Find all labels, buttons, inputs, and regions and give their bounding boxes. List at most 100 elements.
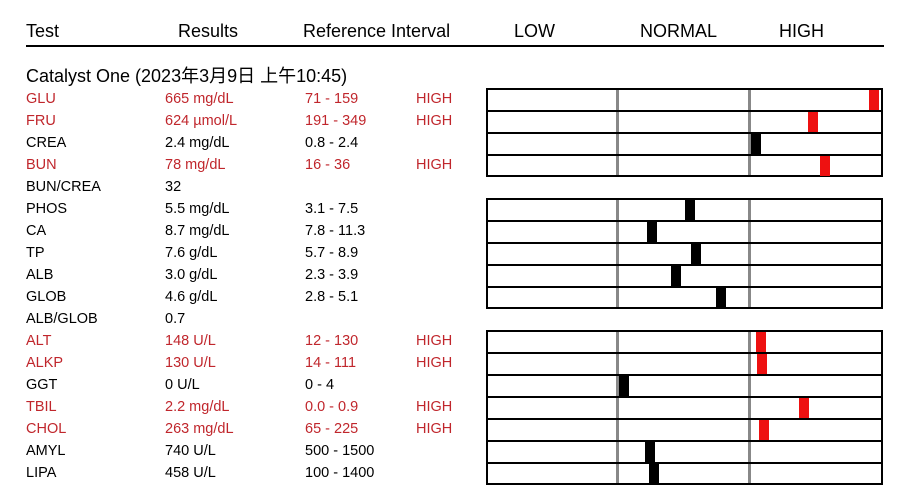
- row-test: GLOB: [26, 289, 67, 305]
- row-ref: 5.7 - 8.9: [305, 245, 359, 261]
- row-flag: HIGH: [416, 157, 453, 173]
- normal-high-divider: [748, 332, 751, 483]
- row-result: 740 U/L: [165, 443, 216, 459]
- row-result: 7.6 g/dL: [165, 245, 218, 261]
- row-result: 0 U/L: [165, 377, 200, 393]
- row-ref: 3.1 - 7.5: [305, 201, 359, 217]
- range-marker-bun: [820, 156, 830, 176]
- row-result: 458 U/L: [165, 465, 216, 481]
- header-divider: [26, 45, 884, 47]
- row-test: GLU: [26, 91, 56, 107]
- range-group-1: [486, 88, 883, 177]
- row-divider: [488, 286, 881, 288]
- range-marker-phos: [685, 200, 695, 220]
- row-ref: 191 - 349: [305, 113, 367, 129]
- row-divider: [488, 418, 881, 420]
- row-result: 4.6 g/dL: [165, 289, 218, 305]
- range-marker-alt: [756, 332, 766, 352]
- row-ref: 65 - 225: [305, 421, 359, 437]
- row-test: AMYL: [26, 443, 66, 459]
- row-result: 130 U/L: [165, 355, 216, 371]
- row-result: 32: [165, 179, 182, 195]
- normal-high-divider: [748, 200, 751, 307]
- header-low: LOW: [514, 21, 556, 41]
- row-flag: HIGH: [416, 421, 453, 437]
- row-ref: 16 - 36: [305, 157, 351, 173]
- row-result: 665 mg/dL: [165, 91, 234, 107]
- range-marker-lipa: [649, 464, 659, 484]
- row-ref: 100 - 1400: [305, 465, 375, 481]
- row-result: 624 µmol/L: [165, 113, 238, 129]
- row-flag: HIGH: [416, 355, 453, 371]
- row-result: 148 U/L: [165, 333, 216, 349]
- row-ref: 12 - 130: [305, 333, 359, 349]
- header-test: Test: [26, 21, 60, 41]
- row-test: ALB: [26, 267, 54, 283]
- range-marker-amyl: [645, 442, 655, 462]
- range-marker-glu: [869, 90, 879, 110]
- row-ref: 71 - 159: [305, 91, 359, 107]
- row-result: 2.2 mg/dL: [165, 399, 230, 415]
- row-flag: HIGH: [416, 91, 453, 107]
- row-ref: 2.8 - 5.1: [305, 289, 359, 305]
- row-test: BUN/CREA: [26, 179, 101, 195]
- range-marker-ca: [647, 222, 657, 242]
- range-marker-tp: [691, 244, 701, 264]
- row-result: 263 mg/dL: [165, 421, 234, 437]
- row-divider: [488, 374, 881, 376]
- row-flag: HIGH: [416, 333, 453, 349]
- row-result: 0.7: [165, 311, 186, 327]
- row-ref: 7.8 - 11.3: [305, 223, 366, 239]
- low-normal-divider: [616, 332, 619, 483]
- row-result: 3.0 g/dL: [165, 267, 218, 283]
- header-reference-interval: Reference Interval: [303, 21, 451, 41]
- range-marker-tbil: [799, 398, 809, 418]
- row-ref: 500 - 1500: [305, 443, 375, 459]
- row-flag: HIGH: [416, 399, 453, 415]
- row-result: 2.4 mg/dL: [165, 135, 230, 151]
- row-test: CHOL: [26, 421, 67, 437]
- row-divider: [488, 352, 881, 354]
- row-divider: [488, 462, 881, 464]
- row-divider: [488, 110, 881, 112]
- row-divider: [488, 440, 881, 442]
- row-ref: 2.3 - 3.9: [305, 267, 359, 283]
- range-marker-crea: [751, 134, 761, 154]
- row-divider: [488, 396, 881, 398]
- range-marker-ggt: [619, 376, 629, 396]
- row-test: LIPA: [26, 465, 57, 481]
- section-title: Catalyst One (2023年3月9日 上午10:45): [26, 66, 348, 86]
- header-normal: NORMAL: [640, 21, 718, 41]
- row-divider: [488, 154, 881, 156]
- row-flag: HIGH: [416, 113, 453, 129]
- range-marker-chol: [759, 420, 769, 440]
- row-divider: [488, 264, 881, 266]
- row-test: TP: [26, 245, 45, 261]
- range-group-2: [486, 198, 883, 309]
- row-ref: 14 - 111: [305, 355, 357, 371]
- row-result: 78 mg/dL: [165, 157, 226, 173]
- row-result: 5.5 mg/dL: [165, 201, 230, 217]
- row-result: 8.7 mg/dL: [165, 223, 230, 239]
- row-test: ALT: [26, 333, 52, 349]
- row-ref: 0 - 4: [305, 377, 335, 393]
- row-test: BUN: [26, 157, 57, 173]
- header-results: Results: [178, 21, 239, 41]
- low-normal-divider: [616, 200, 619, 307]
- row-test: FRU: [26, 113, 56, 129]
- row-divider: [488, 220, 881, 222]
- row-divider: [488, 132, 881, 134]
- row-test: ALB/GLOB: [26, 311, 98, 327]
- row-ref: 0.0 - 0.9: [305, 399, 359, 415]
- row-test: ALKP: [26, 355, 64, 371]
- row-test: PHOS: [26, 201, 68, 217]
- range-marker-alb: [671, 266, 681, 286]
- row-test: CREA: [26, 135, 67, 151]
- row-ref: 0.8 - 2.4: [305, 135, 359, 151]
- range-marker-alkp: [757, 354, 767, 374]
- header-high: HIGH: [779, 21, 824, 41]
- range-group-3: [486, 330, 883, 485]
- row-test: GGT: [26, 377, 58, 393]
- row-divider: [488, 242, 881, 244]
- range-marker-glob: [716, 288, 726, 308]
